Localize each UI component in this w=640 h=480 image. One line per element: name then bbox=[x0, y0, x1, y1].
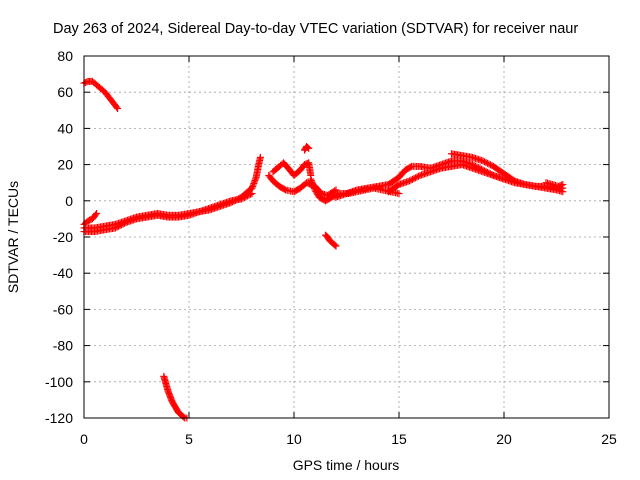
y-tick-label: -20 bbox=[53, 229, 73, 245]
data-point bbox=[113, 223, 121, 231]
data-point bbox=[119, 220, 127, 228]
y-tick-label: -60 bbox=[53, 301, 73, 317]
data-point bbox=[487, 161, 494, 169]
x-tick-label: 20 bbox=[496, 431, 512, 447]
data-points bbox=[80, 77, 567, 422]
data-point bbox=[305, 144, 313, 152]
data-point bbox=[256, 153, 264, 161]
data-point bbox=[92, 211, 100, 219]
y-axis-label: SDTVAR / TECUs bbox=[5, 181, 21, 293]
data-point bbox=[180, 413, 188, 421]
data-point bbox=[121, 219, 128, 227]
data-point bbox=[484, 159, 491, 167]
grid-lines bbox=[84, 56, 609, 418]
data-point bbox=[407, 176, 415, 184]
x-tick-label: 10 bbox=[286, 431, 302, 447]
data-point bbox=[331, 241, 339, 249]
series-arc-low bbox=[160, 372, 189, 422]
series-arc-early-c bbox=[80, 190, 254, 236]
data-point bbox=[247, 190, 254, 198]
y-tick-label: 20 bbox=[57, 157, 73, 173]
data-point bbox=[304, 143, 312, 151]
data-point bbox=[248, 190, 256, 198]
data-point bbox=[112, 224, 119, 232]
data-point bbox=[559, 188, 567, 196]
series-arc-mid-c bbox=[301, 143, 312, 154]
data-point bbox=[406, 177, 413, 185]
x-tick-label: 15 bbox=[391, 431, 407, 447]
data-point bbox=[482, 159, 490, 167]
data-point bbox=[280, 185, 288, 193]
data-point bbox=[116, 222, 124, 230]
data-point bbox=[559, 181, 567, 189]
data-point bbox=[114, 104, 122, 112]
data-point bbox=[115, 222, 122, 230]
data-point bbox=[412, 174, 419, 182]
data-point bbox=[485, 160, 493, 168]
data-point bbox=[241, 193, 248, 201]
data-point bbox=[409, 175, 416, 183]
series-arc-late-b bbox=[385, 161, 506, 196]
data-point bbox=[93, 209, 101, 217]
y-tick-label: -80 bbox=[53, 338, 73, 354]
data-point bbox=[332, 242, 340, 250]
data-point bbox=[113, 103, 121, 111]
axis-ticks: -120 -100 -80 -60 -40 -20 0 20 40 60 80 0 5 10 15 20 25 bbox=[45, 48, 617, 447]
chart-title: Day 263 of 2024, Sidereal Day-to-day VTE… bbox=[53, 21, 578, 37]
y-tick-label: -40 bbox=[53, 265, 73, 281]
data-point bbox=[395, 190, 403, 198]
data-point bbox=[481, 158, 488, 166]
y-tick-label: 40 bbox=[57, 120, 73, 136]
x-tick-label: 5 bbox=[185, 431, 193, 447]
y-tick-label: -120 bbox=[45, 410, 73, 426]
data-point bbox=[479, 157, 487, 165]
data-point bbox=[245, 191, 253, 199]
data-point bbox=[242, 193, 250, 201]
data-point bbox=[118, 221, 125, 229]
data-point bbox=[415, 172, 422, 180]
series-arc-high bbox=[80, 77, 121, 111]
y-tick-label: -100 bbox=[45, 374, 73, 390]
y-tick-label: 80 bbox=[57, 48, 73, 64]
data-point bbox=[239, 194, 247, 202]
data-point bbox=[238, 195, 245, 203]
x-tick-label: 0 bbox=[80, 431, 88, 447]
data-point bbox=[557, 181, 565, 189]
y-tick-label: 60 bbox=[57, 84, 73, 100]
series-arc-late-d bbox=[542, 179, 565, 190]
data-point bbox=[244, 192, 251, 200]
data-point bbox=[413, 173, 421, 181]
data-point bbox=[410, 175, 418, 183]
x-tick-label: 25 bbox=[601, 431, 617, 447]
y-tick-label: 0 bbox=[65, 193, 73, 209]
data-point bbox=[406, 163, 414, 171]
series-arc-late-c bbox=[448, 150, 565, 195]
series-arc-mid-b bbox=[265, 171, 339, 199]
x-axis-label: GPS time / hours bbox=[293, 457, 400, 473]
